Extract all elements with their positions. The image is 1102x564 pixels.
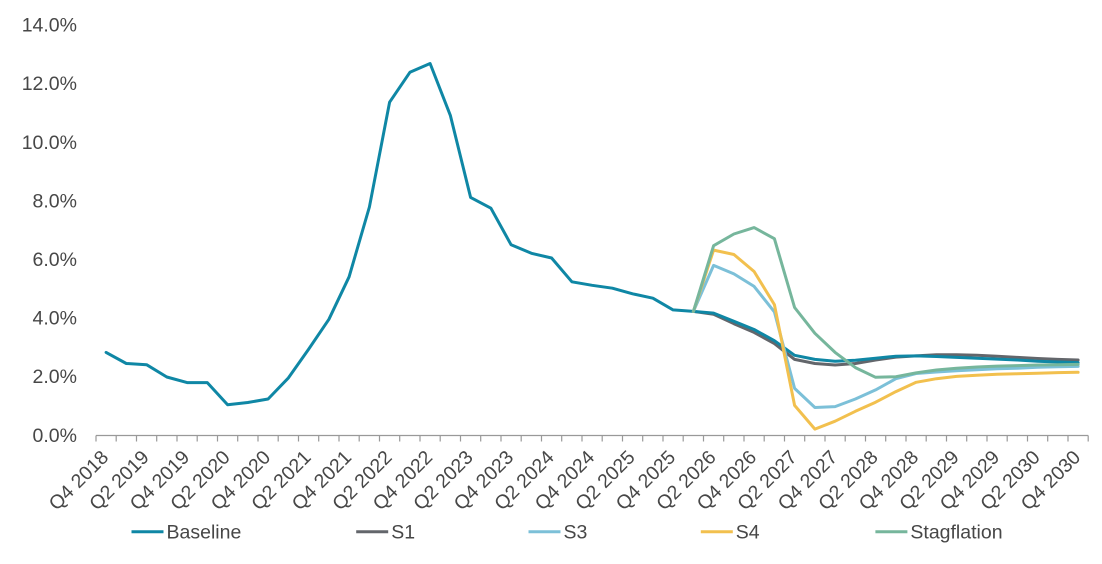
svg-text:12.0%: 12.0% <box>22 73 77 95</box>
svg-text:S1: S1 <box>391 522 415 544</box>
svg-text:0.0%: 0.0% <box>33 425 77 447</box>
svg-text:6.0%: 6.0% <box>33 249 77 271</box>
svg-text:14.0%: 14.0% <box>22 15 77 37</box>
svg-text:4.0%: 4.0% <box>33 308 77 330</box>
svg-text:Stagflation: Stagflation <box>910 522 1002 544</box>
svg-text:S4: S4 <box>736 522 760 544</box>
svg-text:Baseline: Baseline <box>167 522 242 544</box>
svg-text:8.0%: 8.0% <box>33 190 77 212</box>
svg-text:S3: S3 <box>564 522 588 544</box>
svg-text:10.0%: 10.0% <box>22 132 77 154</box>
svg-text:2.0%: 2.0% <box>33 366 77 388</box>
